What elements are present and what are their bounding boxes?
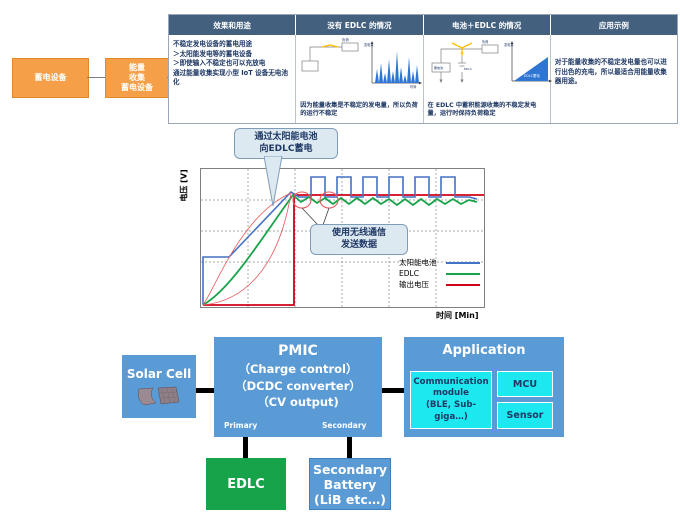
secondary-battery-block: Secondary Battery (LiB etc…) (309, 458, 391, 510)
pmic-title: PMIC (278, 343, 318, 359)
edlc-block: EDLC (206, 458, 286, 510)
table-cell-effect: 不稳定发电设备的蓄电用途 ＞太阳能发电等的蓄电设备 ＞即使输入不稳定也可以充放电… (169, 35, 297, 123)
mcu-label: MCU (512, 378, 538, 390)
wire-secondary-to-battery (347, 437, 352, 458)
wire-primary-to-edlc (243, 437, 248, 458)
with-edlc-diagram: 蓄电池 EDLC 负荷 发电量 (431, 39, 552, 83)
without-edlc-diagram: 负荷 发电量 时间 (301, 37, 423, 89)
legend-item-edlc: EDLC (399, 268, 480, 279)
voltage-time-chart: 电压 [V] 时间 [Min] (168, 128, 528, 328)
table-body-row: 不稳定发电设备的蓄电用途 ＞太阳能发电等的蓄电设备 ＞即使输入不稳定也可以充放电… (169, 35, 677, 123)
svg-text:时间: 时间 (410, 84, 416, 89)
legend-label-output: 输出电压 (399, 280, 429, 289)
callout-wireless-tx: 使用无线通信 发送数据 (310, 224, 408, 256)
table-header-row: 效果和用途 没有 EDLC 的情况 电池＋EDLC 的情况 应用示例 (169, 15, 677, 35)
chart-legend: 太阳能电池 EDLC 输出电压 (399, 257, 480, 290)
table-header-without-edlc: 没有 EDLC 的情况 (296, 15, 424, 35)
legend-swatch-output (446, 283, 480, 286)
legend-item-solar: 太阳能电池 (399, 257, 480, 268)
pmic-line-cv-output: （CV output) (257, 395, 339, 410)
storage-device-box: 蓄电设备 (12, 58, 89, 98)
svg-text:负荷: 负荷 (482, 39, 489, 44)
without-edlc-caption: 因为能量收集是不稳定的发电量，所以负荷的运行不稳定 (300, 101, 418, 118)
wire-pmic-to-application (382, 388, 404, 393)
pmic-line-dcdc: （DCDC converter） (235, 378, 361, 393)
pmic-line-charge-control: （Charge control） (238, 362, 358, 376)
svg-text:EDLC蓄电: EDLC蓄电 (524, 73, 540, 78)
secondary-battery-label: Secondary Battery (LiB etc…) (312, 461, 388, 507)
legend-swatch-solar (446, 261, 480, 264)
effect-text: 不稳定发电设备的蓄电用途 ＞太阳能发电等的蓄电设备 ＞即使输入不稳定也可以充放电… (173, 40, 288, 87)
storage-device-label: 蓄电设备 (34, 73, 67, 82)
communication-module-label: Communication module (BLE, Sub-giga…) (413, 376, 489, 422)
pmic-primary-label: Primary (224, 421, 258, 430)
edlc-label: EDLC (227, 476, 265, 492)
sensor-label: Sensor (506, 410, 544, 421)
solar-cell-label: Solar Cell (126, 366, 192, 381)
callout-charge-edlc: 通过太阳能电池 向EDLC蓄电 (234, 128, 338, 160)
pmic-secondary-label: Secondary (322, 421, 367, 430)
chart-y-axis-label: 电压 [V] (179, 169, 189, 202)
svg-text:发电量: 发电量 (504, 42, 514, 47)
table-header-applications: 应用示例 (598, 20, 629, 30)
table-header-effect: 效果和用途 (169, 15, 297, 35)
chart-svg (201, 169, 484, 307)
legend-label-edlc: EDLC (399, 269, 419, 278)
application-title: Application (442, 343, 526, 358)
svg-text:负荷: 负荷 (342, 37, 349, 42)
legend-item-output: 输出电压 (399, 279, 480, 290)
wire-solar-to-pmic (196, 388, 214, 393)
svg-text:蓄电池: 蓄电池 (434, 65, 443, 70)
svg-text:EDLC: EDLC (464, 67, 472, 71)
solar-cell-block: Solar Cell (122, 355, 196, 418)
table-header-with-edlc: 电池＋EDLC 的情况 (424, 15, 551, 35)
pmic-block: PMIC （Charge control） （DCDC converter） （… (214, 337, 382, 437)
solar-panel-icon (137, 386, 180, 405)
chart-plot-area: 太阳能电池 EDLC 输出电压 (200, 168, 485, 308)
orange-connector-1 (87, 77, 105, 78)
sensor-block: Sensor (497, 402, 553, 429)
callout-charge-edlc-pointer (264, 156, 283, 207)
mcu-block: MCU (497, 371, 553, 397)
legend-swatch-edlc (446, 272, 480, 275)
applications-text: 对于能量收集的不稳定发电量也可以进行出色的充电，所以最适合用能量收集器用途。 (554, 58, 667, 86)
energy-harvest-storage-label: 能量 收集 蓄电设备 (121, 63, 153, 92)
svg-text:发电量: 发电量 (364, 42, 374, 47)
table-cell-without-edlc: 负荷 发电量 时间 (296, 35, 424, 123)
with-edlc-caption: 在 EDLC 中蓄积能源收集的不稳定发电量，运行时保持负荷稳定 (427, 101, 537, 118)
table-cell-with-edlc: 蓄电池 EDLC 负荷 发电量 (424, 35, 552, 123)
energy-harvest-storage-box: 能量 收集 蓄电设备 (105, 58, 169, 98)
legend-label-solar: 太阳能电池 (399, 258, 437, 267)
chart-x-axis-label: 时间 [Min] (436, 311, 479, 320)
communication-module-block: Communication module (BLE, Sub-giga…) (410, 371, 492, 429)
table-cell-applications: 对于能量收集的不稳定发电量也可以进行出色的充电，所以最适合用能量收集器用途。 (551, 35, 677, 123)
comparison-table: 效果和用途 没有 EDLC 的情况 电池＋EDLC 的情况 应用示例 不稳定发电… (168, 14, 678, 124)
